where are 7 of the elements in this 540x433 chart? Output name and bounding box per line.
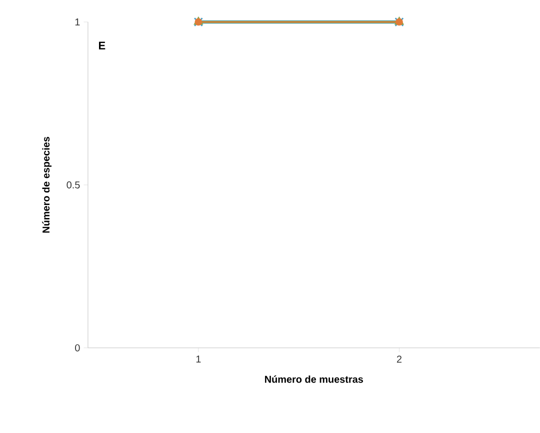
y-tick-label: 0.5 xyxy=(66,181,80,189)
y-tick-label: 1 xyxy=(75,18,80,26)
annotation: E xyxy=(99,42,106,50)
y-axis-title: Número de especies xyxy=(42,136,52,233)
x-axis-title: Número de muestras xyxy=(265,375,364,383)
x-tick-label: 2 xyxy=(396,356,402,363)
y-tick-label: 0 xyxy=(75,344,80,352)
